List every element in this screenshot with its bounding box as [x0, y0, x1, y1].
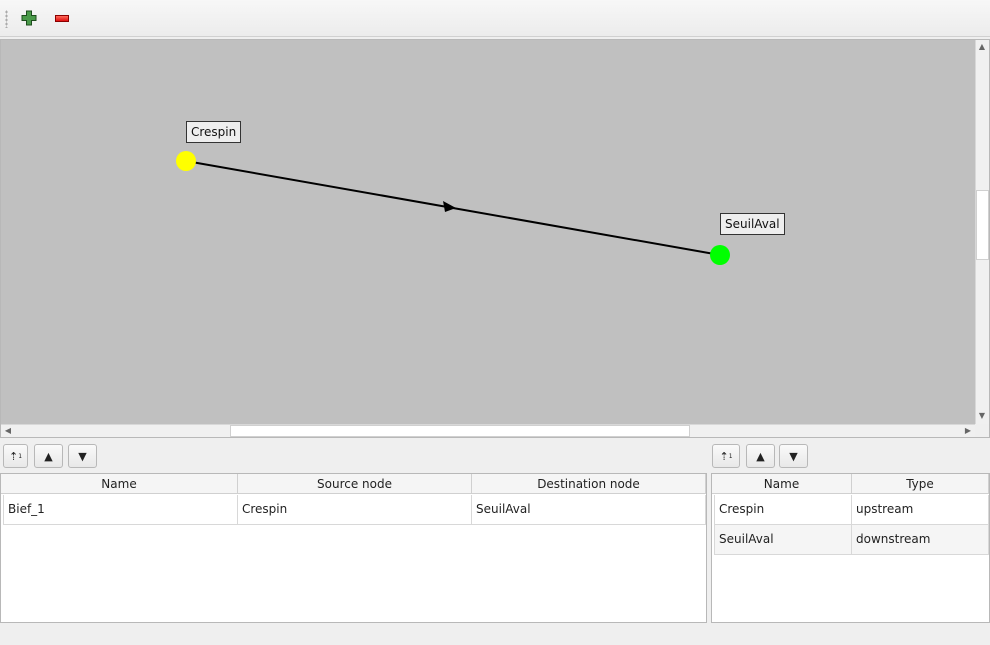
move-down-button-nodes[interactable]: ▼ — [779, 444, 808, 468]
table-cell[interactable]: SeuilAval — [714, 525, 852, 555]
scroll-right-icon[interactable]: ▶ — [964, 426, 972, 435]
move-up-button-nodes[interactable]: ▲ — [746, 444, 775, 468]
sort-button[interactable]: ⇡ 1 — [3, 444, 28, 468]
edge-arrow-icon — [443, 201, 456, 212]
add-button[interactable] — [21, 10, 37, 26]
edges-table: Name Source node Destination node Bief_1… — [0, 473, 707, 623]
move-down-button[interactable]: ▼ — [68, 444, 97, 468]
nodes-table: Name Type Crespin upstream SeuilAval dow… — [711, 473, 990, 623]
toolbar — [0, 0, 990, 37]
scroll-up-icon[interactable]: ▲ — [978, 42, 986, 51]
move-up-button[interactable]: ▲ — [34, 444, 63, 468]
scroll-down-icon[interactable]: ▼ — [978, 411, 986, 420]
horizontal-scroll-thumb[interactable] — [230, 425, 690, 437]
table-cell[interactable]: Crespin — [238, 495, 472, 525]
column-header[interactable]: Source node — [238, 474, 472, 494]
table-cell[interactable]: upstream — [852, 495, 989, 525]
remove-button[interactable] — [55, 15, 69, 22]
table-cell[interactable]: downstream — [852, 525, 989, 555]
node-seuilaval[interactable] — [710, 245, 730, 265]
table-cell[interactable]: Bief_1 — [3, 495, 238, 525]
toolbar-grip[interactable] — [5, 10, 8, 28]
node-crespin[interactable] — [176, 151, 196, 171]
table-cell[interactable]: Crespin — [714, 495, 852, 525]
sort-button-nodes[interactable]: ⇡ 1 — [712, 444, 740, 468]
node-label: SeuilAval — [720, 213, 785, 235]
column-header[interactable]: Name — [1, 474, 238, 494]
node-label: Crespin — [186, 121, 242, 143]
column-header[interactable]: Destination node — [472, 474, 706, 494]
status-bar — [0, 623, 990, 645]
vertical-scroll-thumb[interactable] — [976, 190, 989, 260]
column-header[interactable]: Type — [852, 474, 989, 494]
graph-canvas[interactable]: Crespin SeuilAval — [1, 40, 975, 424]
column-header[interactable]: Name — [712, 474, 852, 494]
table-cell[interactable]: SeuilAval — [472, 495, 706, 525]
scroll-left-icon[interactable]: ◀ — [4, 426, 12, 435]
